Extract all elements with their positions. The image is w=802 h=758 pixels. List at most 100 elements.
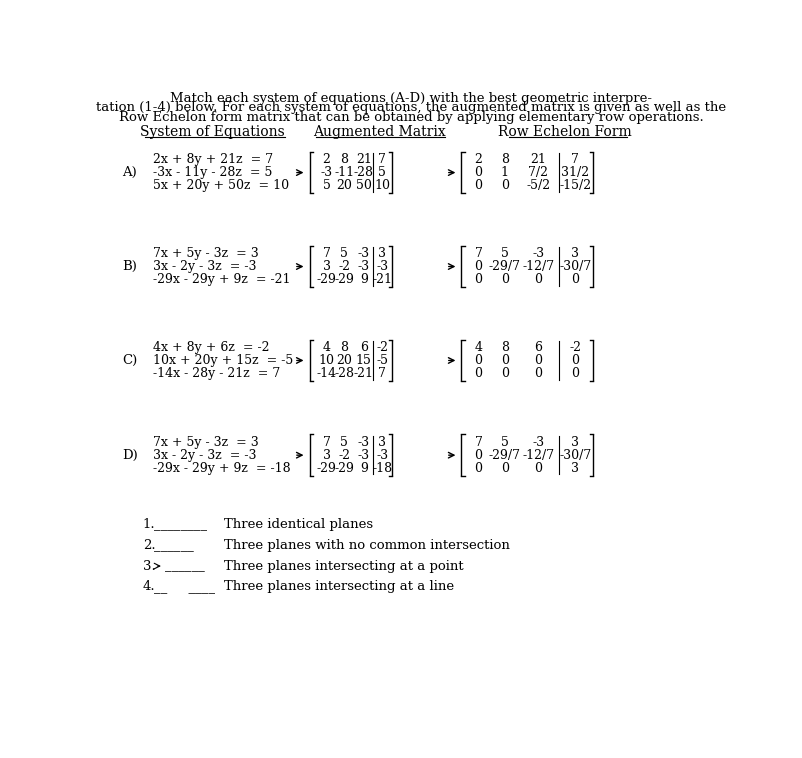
Text: 7: 7 bbox=[322, 247, 330, 260]
Text: 3: 3 bbox=[322, 449, 330, 462]
Text: -3: -3 bbox=[358, 260, 370, 273]
Text: 2: 2 bbox=[475, 153, 482, 166]
Text: -29/7: -29/7 bbox=[488, 260, 520, 273]
Text: 0: 0 bbox=[571, 367, 579, 380]
Text: 31/2: 31/2 bbox=[561, 166, 589, 179]
Text: 0: 0 bbox=[534, 354, 542, 367]
Text: 10x + 20y + 15z  = -5: 10x + 20y + 15z = -5 bbox=[153, 354, 294, 367]
Text: 5: 5 bbox=[501, 436, 508, 449]
Text: -2: -2 bbox=[338, 260, 350, 273]
Text: 9: 9 bbox=[360, 462, 367, 475]
Text: -29: -29 bbox=[317, 273, 337, 286]
Text: -5: -5 bbox=[376, 354, 388, 367]
Text: 8: 8 bbox=[340, 153, 348, 166]
Text: 5: 5 bbox=[322, 179, 330, 193]
Text: 0: 0 bbox=[475, 166, 483, 179]
Text: 6: 6 bbox=[360, 341, 368, 354]
Text: 0: 0 bbox=[475, 462, 483, 475]
Text: 0: 0 bbox=[571, 354, 579, 367]
Text: 3.: 3. bbox=[143, 559, 156, 572]
Text: -3x - 11y - 28z  = 5: -3x - 11y - 28z = 5 bbox=[153, 166, 273, 179]
Text: 3: 3 bbox=[571, 462, 579, 475]
Text: 3: 3 bbox=[379, 247, 387, 260]
Text: 21: 21 bbox=[530, 153, 546, 166]
Text: -18: -18 bbox=[372, 462, 392, 475]
Text: 0: 0 bbox=[475, 273, 483, 286]
Text: 2.: 2. bbox=[143, 539, 156, 552]
Text: 8: 8 bbox=[500, 341, 508, 354]
Text: __     ____: __ ____ bbox=[155, 581, 216, 594]
Text: Augmented Matrix: Augmented Matrix bbox=[313, 125, 446, 139]
Text: -3: -3 bbox=[321, 166, 333, 179]
Text: 3: 3 bbox=[322, 260, 330, 273]
Text: 0: 0 bbox=[475, 260, 483, 273]
Text: 0: 0 bbox=[475, 367, 483, 380]
Text: 8: 8 bbox=[500, 153, 508, 166]
Text: tation (1-4) below. For each system of equations, the augmented matrix is given : tation (1-4) below. For each system of e… bbox=[96, 102, 726, 114]
Text: Three planes intersecting at a line: Three planes intersecting at a line bbox=[225, 581, 455, 594]
Text: 4: 4 bbox=[322, 341, 330, 354]
Text: 0: 0 bbox=[475, 179, 483, 193]
Text: 8: 8 bbox=[340, 341, 348, 354]
Text: Row Echelon Form: Row Echelon Form bbox=[498, 125, 632, 139]
Text: -3: -3 bbox=[358, 247, 370, 260]
Text: 5: 5 bbox=[340, 247, 348, 260]
Text: 10: 10 bbox=[318, 354, 334, 367]
Text: 20: 20 bbox=[336, 354, 352, 367]
Text: 0: 0 bbox=[500, 273, 508, 286]
Text: 1.: 1. bbox=[143, 518, 156, 531]
Text: -29: -29 bbox=[334, 462, 354, 475]
Text: 5: 5 bbox=[501, 247, 508, 260]
Text: 6: 6 bbox=[534, 341, 542, 354]
Text: 0: 0 bbox=[500, 354, 508, 367]
Text: 0: 0 bbox=[475, 449, 483, 462]
Text: A): A) bbox=[122, 166, 136, 179]
Text: -15/2: -15/2 bbox=[559, 179, 591, 193]
Text: 10: 10 bbox=[375, 179, 391, 193]
Text: Three planes with no common intersection: Three planes with no common intersection bbox=[225, 539, 510, 552]
Text: 3: 3 bbox=[571, 436, 579, 449]
Text: Three planes intersecting at a point: Three planes intersecting at a point bbox=[225, 559, 464, 572]
Text: 0: 0 bbox=[534, 462, 542, 475]
Text: -14x - 28y - 21z  = 7: -14x - 28y - 21z = 7 bbox=[153, 367, 280, 380]
Text: -3: -3 bbox=[376, 260, 388, 273]
Text: 0: 0 bbox=[534, 367, 542, 380]
Text: 9: 9 bbox=[360, 273, 367, 286]
Text: -30/7: -30/7 bbox=[559, 449, 591, 462]
Text: System of Equations: System of Equations bbox=[140, 125, 285, 139]
Text: -12/7: -12/7 bbox=[522, 449, 554, 462]
Text: 21: 21 bbox=[356, 153, 371, 166]
Text: 2x + 8y + 21z  = 7: 2x + 8y + 21z = 7 bbox=[153, 153, 273, 166]
Text: D): D) bbox=[122, 449, 138, 462]
Text: 5x + 20y + 50z  = 10: 5x + 20y + 50z = 10 bbox=[153, 179, 289, 193]
Text: -14: -14 bbox=[317, 367, 337, 380]
Text: Match each system of equations (A-D) with the best geometric interpre-: Match each system of equations (A-D) wit… bbox=[170, 92, 652, 105]
Text: 7: 7 bbox=[571, 153, 579, 166]
Text: Row Echelon form matrix that can be obtained by applying elementary row operatio: Row Echelon form matrix that can be obta… bbox=[119, 111, 703, 124]
Text: -2: -2 bbox=[376, 341, 388, 354]
Text: 5: 5 bbox=[340, 436, 348, 449]
Text: 7x + 5y - 3z  = 3: 7x + 5y - 3z = 3 bbox=[153, 436, 259, 449]
Text: -28: -28 bbox=[354, 166, 374, 179]
Text: 0: 0 bbox=[500, 179, 508, 193]
Text: 4x + 8y + 6z  = -2: 4x + 8y + 6z = -2 bbox=[153, 341, 269, 354]
Text: -2: -2 bbox=[338, 449, 350, 462]
Text: -28: -28 bbox=[334, 367, 354, 380]
Text: -29/7: -29/7 bbox=[488, 449, 520, 462]
Text: 4.: 4. bbox=[143, 581, 156, 594]
Text: 15: 15 bbox=[356, 354, 371, 367]
Text: -29: -29 bbox=[317, 462, 337, 475]
Text: 7/2: 7/2 bbox=[529, 166, 548, 179]
Text: B): B) bbox=[122, 260, 137, 273]
Text: -29: -29 bbox=[334, 273, 354, 286]
Text: Three identical planes: Three identical planes bbox=[225, 518, 374, 531]
Text: 0: 0 bbox=[475, 354, 483, 367]
Text: -3: -3 bbox=[358, 449, 370, 462]
Text: -29x - 29y + 9z  = -18: -29x - 29y + 9z = -18 bbox=[153, 462, 290, 475]
Text: -29x - 29y + 9z  = -21: -29x - 29y + 9z = -21 bbox=[153, 273, 290, 286]
Text: 0: 0 bbox=[500, 462, 508, 475]
Text: 7: 7 bbox=[379, 367, 387, 380]
Text: 20: 20 bbox=[336, 179, 352, 193]
Text: -12/7: -12/7 bbox=[522, 260, 554, 273]
Text: 5: 5 bbox=[379, 166, 387, 179]
